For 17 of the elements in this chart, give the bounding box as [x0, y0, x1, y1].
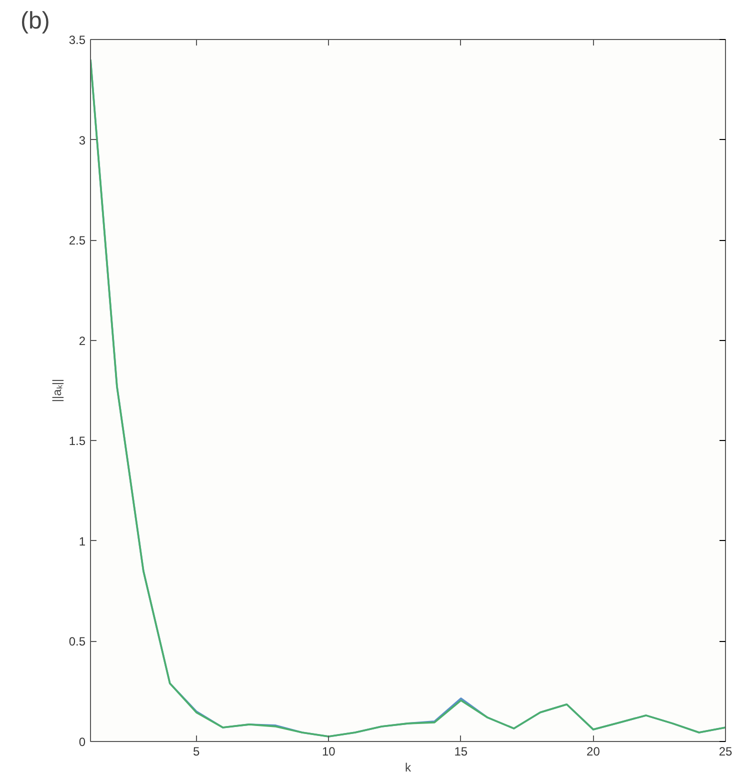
y-tick-label: 3 [78, 133, 86, 148]
y-tick-label: 2.5 [68, 234, 86, 248]
y-tick-label: 2 [78, 334, 86, 348]
x-axis-title: k [405, 760, 412, 774]
y-tick-label: 0.5 [68, 634, 86, 649]
y-tick-label: 1.5 [68, 434, 86, 448]
line-series [90, 58, 726, 738]
x-tick-label: 10 [322, 744, 336, 758]
x-tick-label: 25 [718, 744, 732, 758]
y-tick-label: 1 [78, 534, 86, 548]
x-tick-label: 5 [192, 744, 200, 758]
y-axis-title: ||aₖ|| [50, 378, 64, 402]
y-tick-label: 0 [78, 735, 86, 749]
x-tick-label: 15 [454, 744, 468, 758]
x-tick-label: 20 [586, 744, 600, 758]
y-tick-label: 3.5 [68, 33, 86, 47]
chart-title: (b) [20, 8, 50, 34]
